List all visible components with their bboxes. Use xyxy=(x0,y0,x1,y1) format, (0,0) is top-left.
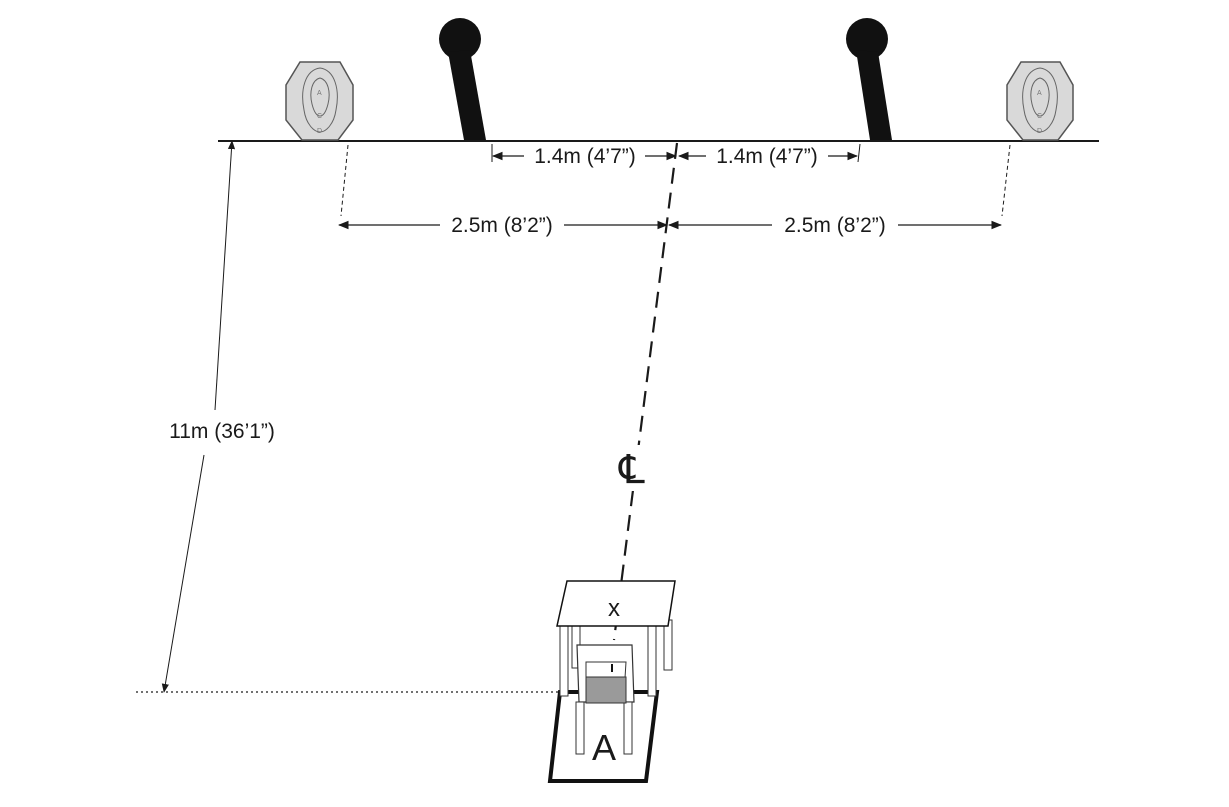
popper-left xyxy=(439,18,486,140)
dimension-popper-left: 1.4m (4’7”) xyxy=(491,145,678,168)
chair xyxy=(575,644,635,755)
target-zone-a: A xyxy=(317,90,322,97)
target-zone-a-right: A xyxy=(1037,90,1042,97)
paper-target-left: A C D xyxy=(285,61,354,141)
range-distance-label: 11m (36’1”) xyxy=(169,420,275,443)
target-spacing-left-label: 2.5m (8’2”) xyxy=(451,214,553,237)
dimension-target-right: 2.5m (8’2”) xyxy=(667,214,1003,237)
table-mark: x xyxy=(608,595,620,622)
target-spacing-right-label: 2.5m (8’2”) xyxy=(784,214,886,237)
target-zone-c-right: C xyxy=(1037,113,1042,120)
extension-line-left-target xyxy=(340,144,349,217)
shooting-box-label: A xyxy=(592,727,616,768)
extension-line-right-popper xyxy=(857,143,861,163)
centerline-symbol: ℄ xyxy=(618,448,645,492)
dimension-target-left: 2.5m (8’2”) xyxy=(337,214,669,237)
target-zone-c: C xyxy=(317,113,322,120)
target-zone-d-right: D xyxy=(1037,128,1042,135)
paper-target-right: A C D xyxy=(1006,61,1074,141)
popper-spacing-right-label: 1.4m (4’7”) xyxy=(716,145,818,168)
extension-line-right-target xyxy=(1001,144,1011,217)
dimension-range-distance: 11m (36’1”) xyxy=(161,140,275,693)
dimension-popper-right: 1.4m (4’7”) xyxy=(677,145,859,168)
table: x xyxy=(556,580,676,697)
target-zone-d: D xyxy=(317,128,322,135)
popper-right xyxy=(846,18,892,140)
centerline xyxy=(612,142,679,641)
popper-spacing-left-label: 1.4m (4’7”) xyxy=(534,145,636,168)
